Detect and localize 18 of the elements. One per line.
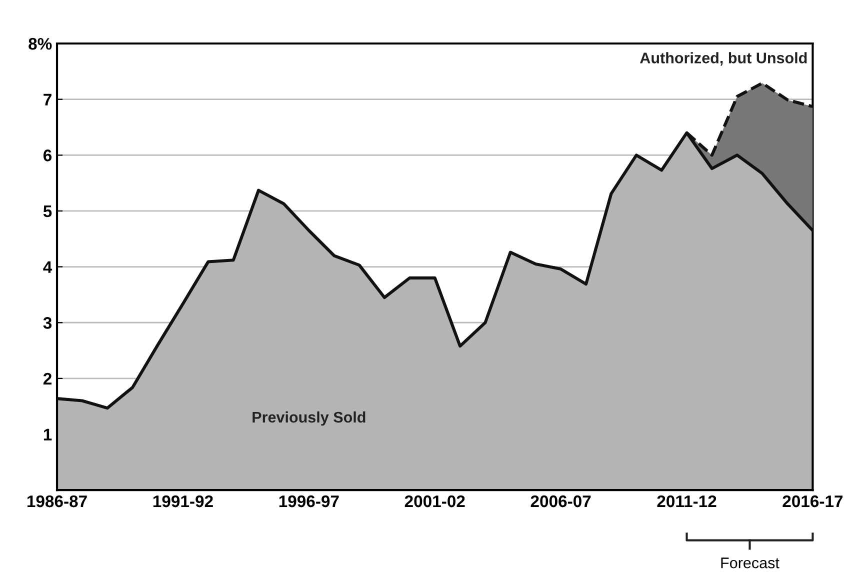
y-tick-label: 1 <box>44 428 52 440</box>
y-tick-label: 3 <box>43 317 52 329</box>
text: Authorized, but Unsold <box>640 52 807 66</box>
x-tick-label: 2006-07 <box>530 495 591 508</box>
series-label: Previously Sold <box>252 411 366 426</box>
y-tick-label: 8% <box>28 38 52 50</box>
x-tick-label: 2016-17 <box>782 495 843 508</box>
y-tick-label: 4 <box>43 261 52 273</box>
x-tick-label: 1986-87 <box>27 495 87 508</box>
x-tick-label: 1991-92 <box>153 495 213 508</box>
x-tick-label: 1996-97 <box>279 495 339 508</box>
x-tick-label: 2011-12 <box>657 495 716 508</box>
y-tick-label: 6 <box>43 150 52 162</box>
y-tick-label: 7 <box>44 94 52 106</box>
x-tick-label: 2001-02 <box>404 495 465 508</box>
y-tick-label: 5 <box>43 206 52 218</box>
text: Forecast <box>721 558 780 568</box>
y-tick-label: 2 <box>43 372 52 384</box>
